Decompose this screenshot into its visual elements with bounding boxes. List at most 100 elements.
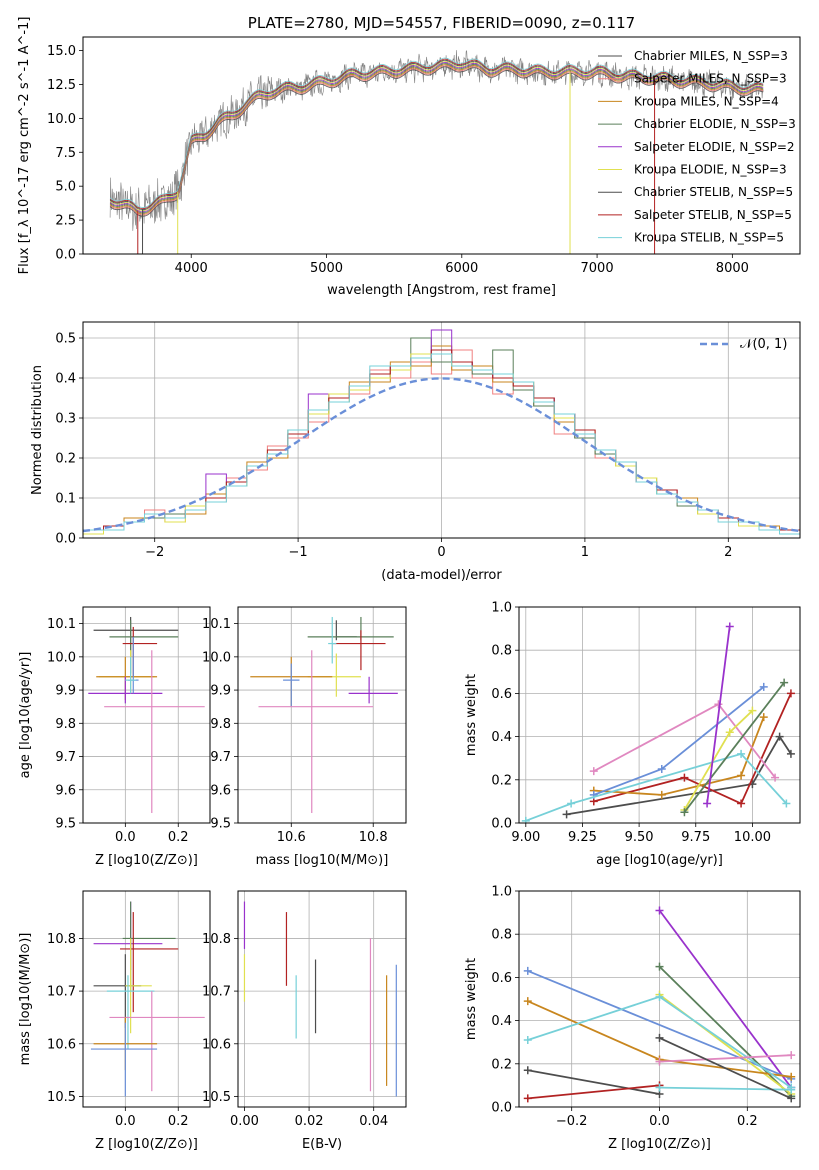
- y-tick-label: 1.0: [491, 885, 512, 900]
- error-bars: [243, 901, 397, 1097]
- weight-marker: [787, 1072, 796, 1081]
- x-tick-label: 9.50: [625, 830, 654, 845]
- weight-marker: [786, 749, 795, 758]
- weight-line: [525, 752, 788, 822]
- x-tick-label: 8000: [716, 261, 749, 276]
- axes-frame: [237, 606, 407, 824]
- x-tick-label: 1: [581, 545, 589, 560]
- y-tick-label: 10.0: [47, 112, 76, 127]
- model-spectrum: [109, 59, 764, 211]
- spectrum-lines: [109, 49, 764, 254]
- axes-frame: [82, 36, 801, 255]
- weight-marker: [771, 773, 780, 782]
- weight-marker: [703, 799, 712, 808]
- x-axis-label: Z [log10(Z/Z⊙)]: [608, 1137, 711, 1152]
- normal-curve: [83, 377, 800, 533]
- y-tick-label: 0.0: [55, 532, 76, 547]
- x-tick-label: 6000: [445, 261, 478, 276]
- weight-marker: [759, 713, 768, 722]
- weight-marker: [657, 765, 666, 773]
- x-tick-label: 0.2: [168, 830, 189, 845]
- spectrum-panel: 4000 5000 6000 7000 8000 0.0 2.5 5.0 7.5 10.0 12.5…: [17, 14, 801, 298]
- weight-marker: [523, 1036, 532, 1045]
- weight-marker: [567, 799, 576, 808]
- y-tick-label: 10.8: [47, 932, 76, 947]
- residual-panel: −2 −1 0 1 2 0.0 0.1 0.2 0.3 0.4 0.5 (data-model)/er…: [30, 321, 801, 583]
- error-bars: [250, 616, 398, 814]
- weight-marker: [655, 1083, 664, 1092]
- weight-lines: [523, 906, 796, 1103]
- x-tick-label: 0.0: [115, 830, 136, 845]
- weight-marker: [737, 771, 746, 780]
- y-tick-label: 10.1: [202, 617, 231, 632]
- model-spectrum: [109, 58, 764, 210]
- weight-marker: [680, 808, 689, 817]
- weight-marker: [523, 1066, 532, 1075]
- x-tick-label: 7000: [581, 261, 614, 276]
- x-axis-label: (data-model)/error: [381, 568, 502, 583]
- weight-marker: [786, 689, 795, 698]
- y-tick-label: 10.5: [47, 1090, 76, 1105]
- y-tick-label: 9.9: [55, 684, 76, 699]
- y-tick-label: 1.0: [491, 601, 512, 616]
- age-vs-mass-panel: 10.6 10.8 9.5 9.6 9.7 9.8 9.9 10.0 10.1 mass [log…: [202, 606, 407, 868]
- y-axis-label: age [log10(age/yr)]: [18, 652, 33, 779]
- legend-label: Chabrier STELIB, N_SSP=5: [634, 185, 793, 199]
- weight-marker: [737, 749, 746, 758]
- x-tick-label: 9.00: [511, 830, 540, 845]
- y-tick-label: 9.5: [55, 817, 76, 832]
- y-tick-label: 0.6: [491, 687, 512, 702]
- legend-label: Kroupa STELIB, N_SSP=5: [634, 231, 784, 245]
- axes-frame: [518, 890, 801, 1108]
- y-tick-label: 9.9: [210, 684, 231, 699]
- x-tick-label: 10.6: [277, 830, 306, 845]
- y-tick-label: 10.0: [202, 650, 231, 665]
- weight-marker: [680, 773, 689, 782]
- legend: Chabrier MILES, N_SSP=3 Salpeter MILES, N…: [598, 49, 796, 245]
- weight-line: [566, 734, 792, 816]
- massweight-vs-metallicity-panel: −0.2 0.0 0.2 0.0 0.2 0.4 0.6 0.8 1.0 Z [log10(Z/Z…: [464, 885, 801, 1152]
- gridlines: [238, 891, 406, 1107]
- x-tick-label: 9.25: [568, 830, 597, 845]
- y-tick-label: 0.8: [491, 928, 512, 943]
- x-axis-label: E(B-V): [302, 1137, 342, 1152]
- y-tick-label: 9.7: [210, 750, 231, 765]
- x-tick-label: −0.2: [556, 1114, 588, 1129]
- y-tick-label: 9.6: [55, 783, 76, 798]
- x-axis-label: mass [log10(M/M⊙)]: [256, 853, 389, 868]
- weight-marker: [523, 997, 532, 1006]
- histograms: [83, 329, 800, 535]
- x-tick-label: 0.00: [230, 1114, 259, 1129]
- weight-marker: [737, 799, 746, 808]
- x-tick-label: 0.0: [649, 1114, 670, 1129]
- weight-marker: [775, 732, 784, 741]
- y-tick-label: 7.5: [55, 146, 76, 161]
- y-tick-label: 9.6: [210, 783, 231, 798]
- histogram-step: [83, 353, 800, 535]
- y-tick-label: 0.5: [55, 332, 76, 347]
- axes-frame: [82, 890, 211, 1108]
- y-tick-label: 9.8: [55, 717, 76, 732]
- legend-label: 𝒩(0, 1): [740, 337, 787, 352]
- mass-vs-ebv-panel: 0.00 0.02 0.04 10.5 10.6 10.7 10.8 E(B-V): [202, 890, 407, 1152]
- x-tick-label: 2: [724, 545, 732, 560]
- massweight-vs-age-panel: 9.00 9.25 9.50 9.75 10.00 0.0 0.2 0.4 0.6 0.8 1.0 a…: [464, 601, 801, 868]
- gridlines: [83, 607, 210, 824]
- axes-frame: [82, 606, 211, 824]
- weight-marker: [787, 1051, 796, 1060]
- weight-marker: [523, 1094, 532, 1103]
- weight-marker: [714, 700, 723, 709]
- y-tick-label: 9.7: [55, 750, 76, 765]
- weight-line: [683, 682, 785, 813]
- x-tick-label: 9.75: [681, 830, 710, 845]
- weight-marker: [655, 1033, 664, 1042]
- y-tick-label: 0.6: [491, 971, 512, 986]
- legend-label: Salpeter MILES, N_SSP=3: [634, 72, 787, 86]
- y-tick-label: 0.0: [55, 248, 76, 263]
- age-vs-metallicity-panel: 0.0 0.2 9.5 9.6 9.7 9.8 9.9 10.0 10.1 Z [log10(Z/…: [18, 606, 211, 868]
- x-tick-label: −1: [289, 545, 308, 560]
- gridlines: [519, 606, 800, 824]
- weight-line: [593, 716, 765, 796]
- weight-marker: [655, 962, 664, 971]
